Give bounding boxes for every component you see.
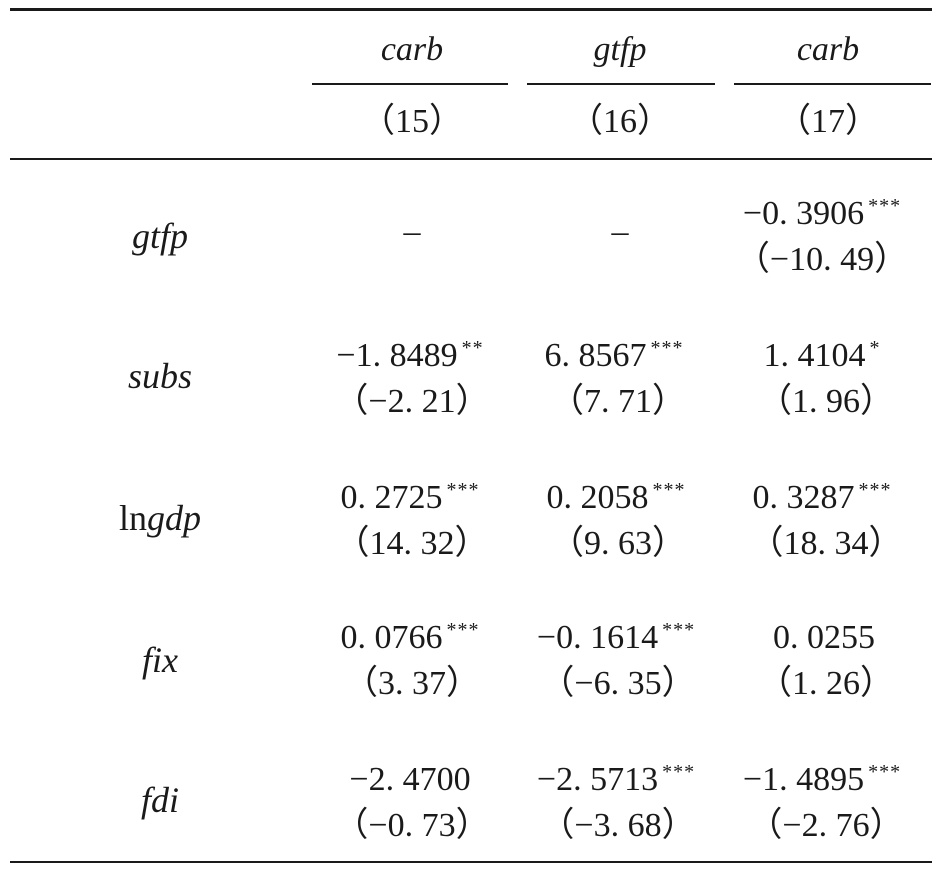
tstat-cell: （7. 71） [550,383,686,420]
coef-cell: −1. 4895 *** [742,761,902,798]
significance-stars: * [869,337,881,359]
coef-cell: 0. 3287 *** [752,479,892,516]
header-subrule-3 [734,83,931,85]
coef-cell: −0. 3906 *** [742,195,902,232]
model-number-3: （17） [777,103,879,140]
coef-cell: 0. 2725 *** [340,479,480,516]
coef-cell: 0. 0766 *** [340,619,480,656]
top-rule [10,8,932,11]
row-label-lngdp: lngdp [118,498,202,538]
depvar-header-3: carb [796,31,860,68]
tstat-cell: （9. 63） [550,525,686,562]
coef-cell: 0. 0255 [773,619,875,656]
model-number-1: （15） [361,103,463,140]
header-subrule-2 [527,83,715,85]
significance-stars: *** [652,479,686,501]
significance-stars: *** [662,619,696,641]
tstat-cell: （18. 34） [749,525,903,562]
row-label-fix: fix [142,640,178,680]
tstat-cell: （−2. 21） [334,383,490,420]
significance-stars: *** [446,619,480,641]
row-label-subs: subs [127,356,193,396]
significance-stars: *** [868,761,902,783]
tstat-cell: （14. 32） [335,525,489,562]
coef-cell: 6. 8567 *** [544,337,684,374]
significance-stars: *** [650,337,684,359]
row-label-fdi: fdi [140,780,180,820]
tstat-cell: （−6. 35） [540,665,696,702]
coef-cell: −0. 1614 *** [536,619,696,656]
coef-cell: −1. 8489 ** [336,337,484,374]
significance-stars: *** [868,195,902,217]
coef-cell: – [403,213,421,250]
tstat-cell: （3. 37） [344,665,480,702]
significance-stars: *** [446,479,480,501]
coef-cell: 0. 2058 *** [546,479,686,516]
depvar-header-2: gtfp [593,31,647,68]
coef-cell: −2. 5713 *** [536,761,696,798]
depvar-header-1: carb [380,31,444,68]
tstat-cell: （1. 96） [758,383,894,420]
tstat-cell: （1. 26） [758,665,894,702]
row-label-gtfp: gtfp [131,216,189,256]
significance-stars: *** [858,479,892,501]
tstat-cell: （−2. 76） [748,807,904,844]
tstat-cell: （−3. 68） [540,807,696,844]
tstat-cell: （−10. 49） [735,241,909,278]
header-subrule-1 [312,83,508,85]
coef-cell: −2. 4700 [349,761,471,798]
coef-cell: – [611,213,629,250]
tstat-cell: （−0. 73） [334,807,490,844]
significance-stars: *** [662,761,696,783]
coef-cell: 1. 4104 * [763,337,881,374]
significance-stars: ** [461,337,484,359]
model-number-2: （16） [569,103,671,140]
header-bottom-rule [10,158,932,160]
bottom-rule [10,861,932,863]
